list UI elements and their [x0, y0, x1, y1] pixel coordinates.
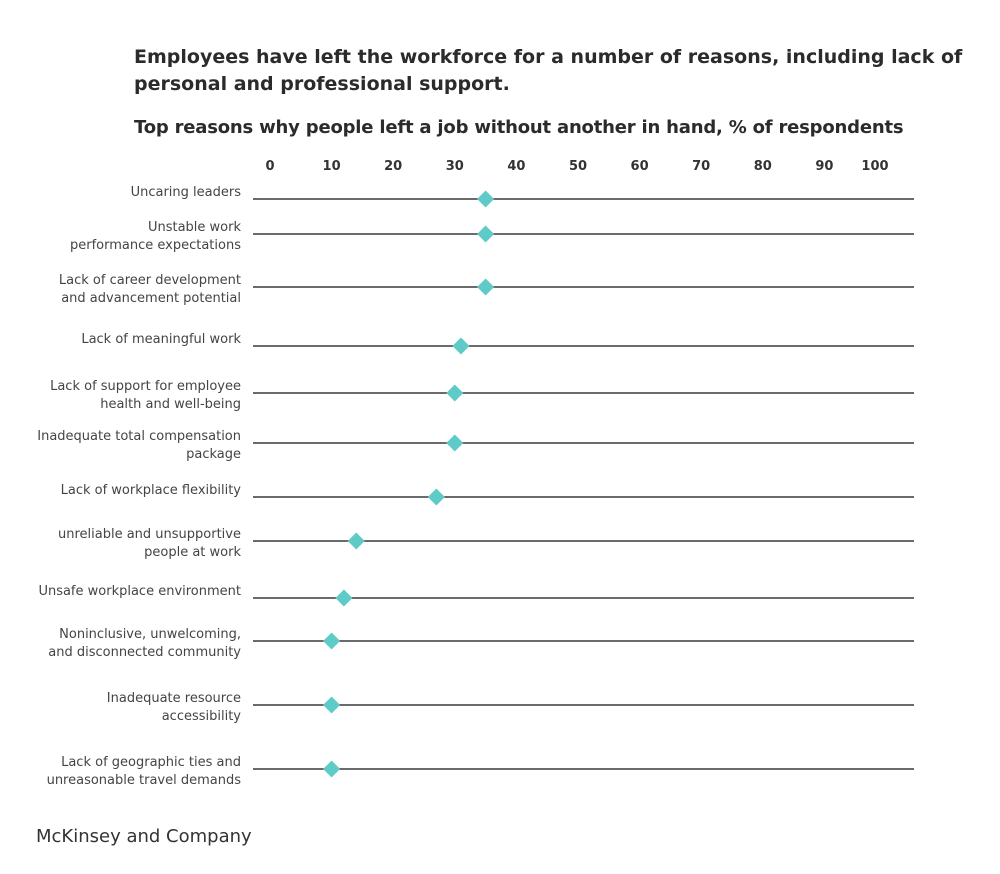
data-point-diamond: [452, 337, 470, 355]
category-label: Unsafe workplace environment: [1, 583, 241, 601]
data-point-diamond: [446, 434, 464, 452]
category-label-line: health and well-being: [100, 397, 241, 412]
data-point-diamond: [335, 589, 353, 607]
category-label: Inadequate resource accessibility: [1, 690, 241, 726]
category-label: Lack of workplace flexibility: [1, 482, 241, 500]
x-tick-label: 50: [569, 159, 587, 174]
x-tick-label: 10: [323, 159, 341, 174]
x-tick-label: 70: [692, 159, 710, 174]
category-label-line: people at work: [144, 545, 241, 560]
category-label-line: package: [186, 447, 241, 462]
source-footer: McKinsey and Company: [36, 826, 252, 847]
category-label-line: unreliable and unsupportive: [57, 527, 241, 542]
category-label: Lack of support for employee health and w…: [1, 378, 241, 414]
data-point-diamond: [347, 532, 365, 550]
category-label-line: Lack of geographic ties and: [61, 755, 241, 770]
category-label: Inadequate total compensation package: [1, 428, 241, 464]
category-label-line: and disconnected community: [48, 645, 241, 660]
category-label-line: unreasonable travel demands: [46, 773, 241, 788]
category-label-line: and advancement potential: [61, 291, 241, 306]
category-label-line: Unstable work: [147, 220, 241, 235]
data-point-diamond: [323, 760, 341, 778]
category-label-line: Noninclusive, unwelcoming,: [59, 627, 241, 642]
category-label: Unstable work performance expectations: [1, 219, 241, 255]
category-label-line: Lack of meaningful work: [81, 332, 241, 347]
data-point-diamond: [477, 278, 495, 296]
data-point-diamond: [427, 488, 445, 506]
category-label-line: Unsafe workplace environment: [38, 584, 241, 599]
chart-subtitle: Top reasons why people left a job withou…: [134, 117, 904, 138]
data-point-diamond: [323, 632, 341, 650]
x-tick-label: 80: [754, 159, 772, 174]
category-label-line: performance expectations: [70, 238, 241, 253]
category-label-line: Lack of career development: [58, 273, 241, 288]
category-label: Uncaring leaders: [1, 184, 241, 202]
data-point-diamond: [477, 190, 495, 208]
category-label: Lack of meaningful work: [1, 331, 241, 349]
category-label-line: Inadequate resource: [106, 691, 241, 706]
category-label-line: Inadequate total compensation: [37, 429, 241, 444]
category-label-line: Lack of workplace flexibility: [60, 483, 241, 498]
data-point-diamond: [323, 696, 341, 714]
data-point-diamond: [477, 225, 495, 243]
category-label: Noninclusive, unwelcoming, and disconnect…: [1, 626, 241, 662]
x-tick-label: 90: [815, 159, 833, 174]
x-tick-label: 0: [265, 159, 274, 174]
category-label-line: Lack of support for employee: [50, 379, 241, 394]
category-label-line: Uncaring leaders: [130, 185, 241, 200]
category-label: Lack of career development and advancemen…: [1, 272, 241, 308]
x-tick-label: 100: [861, 159, 888, 174]
category-label-line: accessibility: [161, 709, 241, 724]
x-tick-label: 40: [507, 159, 525, 174]
x-tick-label: 20: [384, 159, 402, 174]
category-label: unreliable and unsupportive people at wor…: [1, 526, 241, 562]
x-tick-label: 60: [631, 159, 649, 174]
data-point-diamond: [446, 384, 464, 402]
category-label: Lack of geographic ties and unreasonable …: [1, 754, 241, 790]
chart-headline: Employees have left the workforce for a …: [134, 46, 963, 95]
x-tick-label: 30: [446, 159, 464, 174]
